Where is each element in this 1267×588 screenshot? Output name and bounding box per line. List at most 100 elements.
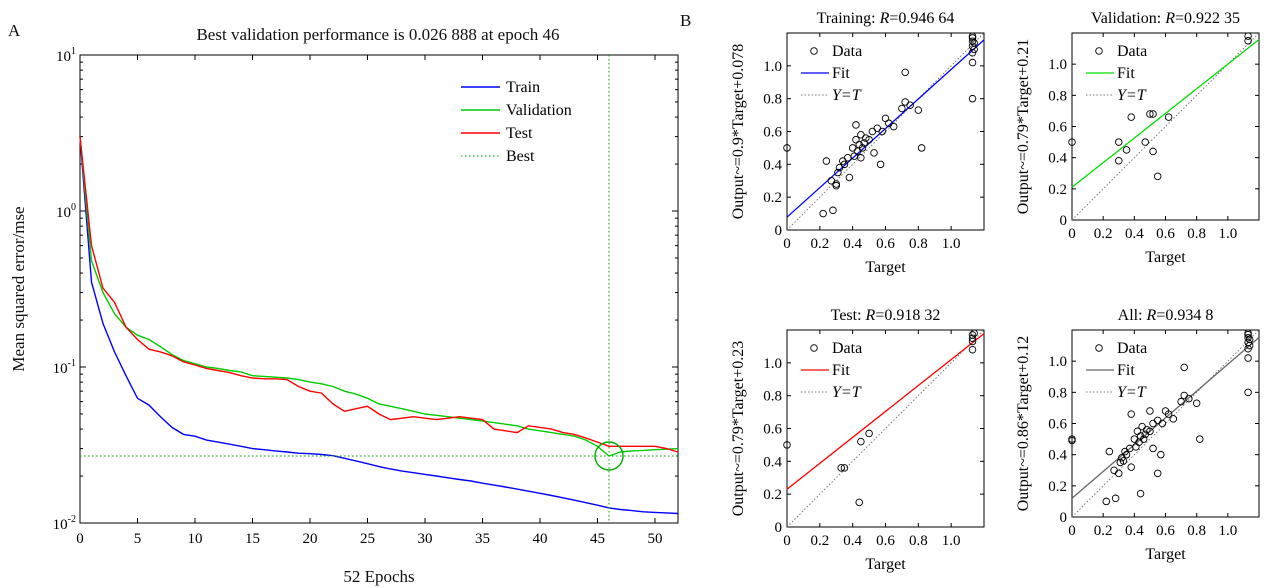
data-point xyxy=(843,154,852,162)
data-point xyxy=(1139,435,1148,443)
regression-subplot: All: R=0.934 8 0 0.2 0.4 0.6 0.8 1.0 0 0.2 0.4 0.6… xyxy=(1015,307,1260,563)
data-point xyxy=(876,160,885,169)
data-point xyxy=(1146,110,1154,118)
y-tick-label: 0.2 xyxy=(763,487,782,503)
subplot-frame xyxy=(786,329,985,528)
data-point xyxy=(970,329,978,338)
data-point xyxy=(848,144,857,152)
data-point xyxy=(1153,416,1162,425)
x-tick-label: 0 xyxy=(783,533,791,549)
best-point-marker xyxy=(594,441,624,471)
legend-label: Test xyxy=(506,125,533,142)
y-tick-label: 1.0 xyxy=(763,356,782,372)
series-lines xyxy=(79,55,679,523)
data-point xyxy=(1149,147,1157,156)
legend-label: Train xyxy=(506,79,540,96)
legend-label: Data xyxy=(832,340,862,357)
identity-line xyxy=(786,329,985,528)
legend-label: Data xyxy=(1117,43,1147,60)
data-point xyxy=(783,441,791,449)
data-point xyxy=(1114,157,1123,165)
identity-line xyxy=(786,32,985,231)
x-tick-label: 0 xyxy=(783,236,791,252)
x-tick-label: 0.2 xyxy=(810,533,829,549)
x-tick-label: 40 xyxy=(533,531,548,547)
data-point xyxy=(968,345,977,354)
y-tick-label: 1.0 xyxy=(1048,57,1067,73)
x-tick-label: 45 xyxy=(590,531,605,547)
x-tick-label: 0.4 xyxy=(1125,226,1144,242)
data-point xyxy=(1114,138,1123,146)
subplot-title: Test: R=0.918 32 xyxy=(831,307,941,324)
data-point xyxy=(1122,450,1131,459)
regression-subplot: Training: R=0.946 64 0 0.2 0.4 0.6 0.8 1.0 0 0.2… xyxy=(730,10,985,276)
y-tick-label: 0.8 xyxy=(1048,88,1067,104)
data-point xyxy=(914,106,923,114)
fit-line xyxy=(786,39,985,218)
y-tick-label: 0.4 xyxy=(1048,151,1067,167)
legend-label: Fit xyxy=(832,362,850,379)
legend-marker xyxy=(1095,47,1103,55)
data-point xyxy=(898,104,906,113)
data-point xyxy=(1138,422,1146,431)
data-point xyxy=(1130,435,1139,443)
data-point xyxy=(889,122,898,131)
data-point xyxy=(1244,354,1252,362)
y-tick-label: 1.0 xyxy=(1048,354,1067,370)
data-point xyxy=(1146,407,1154,415)
y-tick-label: 0.6 xyxy=(763,422,782,438)
y-tick-label: 0 xyxy=(775,520,783,536)
data-point xyxy=(1105,447,1114,456)
data-point xyxy=(917,144,926,152)
data-point xyxy=(857,154,865,162)
fit-line xyxy=(1071,336,1260,499)
legend-label: Data xyxy=(1117,340,1147,357)
data-point xyxy=(1119,457,1128,465)
x-tick-label: 0.6 xyxy=(1156,523,1175,539)
data-point xyxy=(834,168,842,177)
data-point xyxy=(837,464,845,472)
data-point xyxy=(1149,444,1157,453)
y-tick-label: 0.8 xyxy=(763,92,782,108)
data-point xyxy=(1068,138,1076,146)
data-point xyxy=(901,68,909,77)
x-tick-label: 0.2 xyxy=(810,236,829,252)
data-point xyxy=(852,121,860,129)
data-point xyxy=(1164,410,1173,418)
x-tick-label: 30 xyxy=(418,531,433,547)
data-point xyxy=(1185,394,1193,403)
data-point xyxy=(1114,469,1123,478)
data-point xyxy=(1180,391,1188,400)
data-point xyxy=(968,37,977,45)
y-axis-label: Mean squared error/mse xyxy=(9,206,28,371)
data-point xyxy=(832,180,841,188)
data-point xyxy=(1127,113,1135,121)
legend-label: Best xyxy=(506,148,535,165)
y-tick-label: 0.4 xyxy=(763,157,782,173)
legend: Train Validation Test Best xyxy=(461,79,572,165)
legend-label: Fit xyxy=(832,65,850,82)
x-tick-label: 1.0 xyxy=(1218,226,1237,242)
x-tick-label: 35 xyxy=(475,531,490,547)
data-point xyxy=(906,101,914,109)
legend-marker xyxy=(810,47,818,55)
data-point xyxy=(1177,397,1185,406)
data-point xyxy=(829,206,837,215)
data-point xyxy=(865,429,873,438)
x-tick-label: 25 xyxy=(360,531,375,547)
y-tick-label: 100 xyxy=(56,202,76,221)
y-tick-label: 0.4 xyxy=(1048,448,1067,464)
axis-ticks: 0 5 10 15 20 25 30 35 40 45 50 10-2 10-1 100 101 xyxy=(53,46,678,547)
data-point xyxy=(968,58,977,67)
performance-chart: Best validation performance is 0.026 888… xyxy=(9,25,679,586)
legend-label: Validation xyxy=(506,102,572,119)
series-line-validation xyxy=(79,136,679,457)
data-point xyxy=(868,127,877,136)
y-tick-label: 0.6 xyxy=(1048,417,1067,433)
regression-subplot: Test: R=0.918 32 0 0.2 0.4 0.6 0.8 1.0 0 0.2 0.4 0… xyxy=(730,307,985,573)
x-axis-label: Target xyxy=(1145,546,1186,563)
data-point xyxy=(970,45,978,54)
data-point xyxy=(1192,399,1201,407)
data-point xyxy=(1068,436,1076,445)
